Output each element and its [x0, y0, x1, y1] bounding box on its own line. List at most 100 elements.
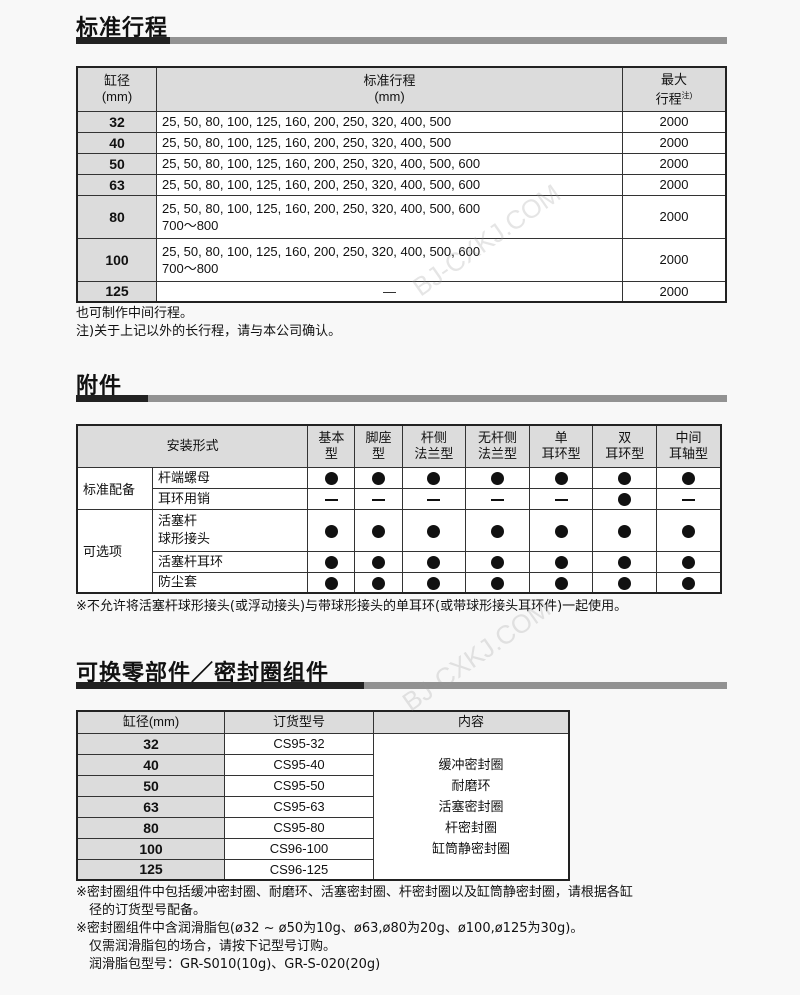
bore-cell: 63	[76, 795, 225, 818]
availability-cell	[465, 487, 530, 510]
filled-circle-icon	[682, 576, 696, 590]
availability-cell	[354, 487, 403, 510]
column-label: 法兰型	[477, 446, 517, 462]
column-label: 中间	[675, 430, 702, 446]
availability-cell	[656, 571, 722, 594]
accessory-name-line: 杆端螺母	[158, 469, 211, 485]
mount-type-header: 安装形式	[76, 424, 309, 468]
table-row: 40 25, 50, 80, 100, 125, 160, 200, 250, 3…	[76, 131, 727, 154]
table-row: 63 CS95-63	[76, 795, 569, 818]
note: ※密封圈组件中包括缓冲密封圈、耐磨环、活塞密封圈、杆密封圈以及缸筒静密封圈，请根…	[76, 885, 633, 900]
availability-cell	[401, 550, 467, 573]
bore-cell: 50	[76, 774, 225, 797]
table-row: 50 CS95-50	[76, 774, 569, 797]
availability-cell	[307, 550, 356, 573]
bore-cell: 125	[76, 280, 157, 303]
filled-circle-icon	[490, 556, 504, 570]
availability-cell	[528, 571, 594, 594]
max-stroke-cell: 2000	[622, 152, 727, 175]
stroke-cell: 25, 50, 80, 100, 125, 160, 200, 250, 320…	[156, 237, 623, 282]
content-item: 耐磨环	[451, 777, 491, 793]
filled-circle-icon	[618, 576, 632, 590]
order-model-cell: CS96-100	[224, 837, 374, 860]
filled-circle-icon	[427, 472, 441, 486]
stroke-cell: 25, 50, 80, 100, 125, 160, 200, 250, 320…	[156, 152, 623, 175]
max-stroke-cell: 2000	[622, 110, 727, 133]
bore-cell: 80	[76, 194, 157, 239]
filled-circle-icon	[371, 576, 385, 590]
stroke-cell: 25, 50, 80, 100, 125, 160, 200, 250, 320…	[156, 194, 623, 239]
table-row: 标准配备 杆端螺母	[76, 466, 722, 510]
accessory-name-line: 活塞杆耳环	[158, 553, 224, 569]
availability-cell	[528, 487, 594, 510]
accessory-name: 杆端螺母	[151, 466, 309, 489]
filled-circle-icon	[554, 524, 568, 538]
filled-circle-icon	[490, 576, 504, 590]
filled-circle-icon	[554, 556, 568, 570]
availability-cell	[465, 571, 530, 594]
table-row: 32 CS95-32 缓冲密封圈 耐磨环 活塞密封圈 杆密封圈 缸筒静密封圈	[76, 732, 570, 881]
note: 仅需润滑脂包的场合，请按下记型号订购。	[76, 939, 337, 954]
mount-type-column: 基本型	[307, 424, 356, 468]
accessory-name: 防尘套	[151, 571, 309, 594]
contents-cell: 缓冲密封圈 耐磨环 活塞密封圈 杆密封圈 缸筒静密封圈	[373, 732, 570, 881]
content-item: 活塞密封圈	[438, 798, 504, 814]
table-row: 耳环用销	[77, 487, 722, 510]
filled-circle-icon	[618, 472, 632, 486]
bore-cell: 40	[76, 131, 157, 154]
filled-circle-icon	[682, 524, 696, 538]
filled-circle-icon	[618, 493, 632, 507]
note: 也可制作中间行程。	[76, 306, 194, 321]
section-divider	[76, 37, 727, 44]
availability-cell	[592, 571, 658, 594]
section-title-seal-kit: 可换零部件／密封圈组件	[76, 661, 330, 686]
availability-cell	[592, 508, 658, 552]
stroke-values: 700～800	[162, 260, 219, 276]
column-label: 脚座	[365, 430, 392, 446]
order-model-cell: CS96-125	[224, 858, 374, 881]
column-label: 杆侧	[420, 430, 447, 446]
filled-circle-icon	[427, 524, 441, 538]
filled-circle-icon	[324, 472, 338, 486]
table-row: 80 CS95-80	[76, 816, 569, 839]
note: ※密封圈组件中含润滑脂包(ø32 ~ ø50为10g、ø63,ø80为20g、ø…	[76, 921, 584, 936]
availability-cell	[656, 487, 722, 510]
availability-cell	[307, 487, 356, 510]
availability-cell	[465, 550, 530, 573]
availability-cell	[528, 550, 594, 573]
availability-cell	[354, 571, 403, 594]
table-row: 100 25, 50, 80, 100, 125, 160, 200, 250, …	[76, 237, 727, 282]
filled-circle-icon	[427, 556, 441, 570]
dash-icon	[554, 498, 568, 501]
max-stroke-cell: 2000	[622, 280, 727, 303]
availability-cell	[592, 550, 658, 573]
max-stroke-cell: 2000	[622, 237, 727, 282]
filled-circle-icon	[324, 576, 338, 590]
mount-type-column: 无杆侧 法兰型	[465, 424, 530, 468]
bore-cell: 50	[76, 152, 157, 175]
table-row: 80 25, 50, 80, 100, 125, 160, 200, 250, 3…	[76, 194, 727, 239]
mount-type-column: 单耳环型	[528, 424, 594, 468]
column-label: 耳轴型	[669, 446, 709, 462]
availability-cell	[465, 508, 530, 552]
filled-circle-icon	[490, 524, 504, 538]
accessory-name: 耳环用销	[151, 487, 309, 510]
filled-circle-icon	[618, 524, 632, 538]
accessory-name: 活塞杆耳环	[151, 550, 309, 573]
stroke-cell: —	[156, 280, 623, 303]
stroke-cell: 25, 50, 80, 100, 125, 160, 200, 250, 320…	[156, 131, 623, 154]
filled-circle-icon	[618, 556, 632, 570]
note: 注)关于上记以外的长行程，请与本公司确认。	[76, 324, 342, 339]
max-stroke-header: 最大 行程注)	[622, 66, 727, 112]
dash-icon	[427, 498, 441, 501]
filled-circle-icon	[324, 524, 338, 538]
max-stroke-cell: 2000	[622, 131, 727, 154]
availability-cell	[401, 508, 467, 552]
accessory-name-line: 耳环用销	[158, 490, 211, 506]
availability-cell	[354, 466, 403, 489]
accessory-name-line: 活塞杆	[158, 513, 198, 528]
mount-type-column: 杆侧 法兰型	[401, 424, 467, 468]
column-label: 型	[371, 446, 385, 462]
section-title-accessories: 附件	[76, 374, 123, 399]
accessory-table: 安装形式 基本型脚座型杆侧 法兰型 无杆侧 法兰型单耳环型双耳环型 中间 耳轴型 标准配备…	[76, 424, 722, 594]
